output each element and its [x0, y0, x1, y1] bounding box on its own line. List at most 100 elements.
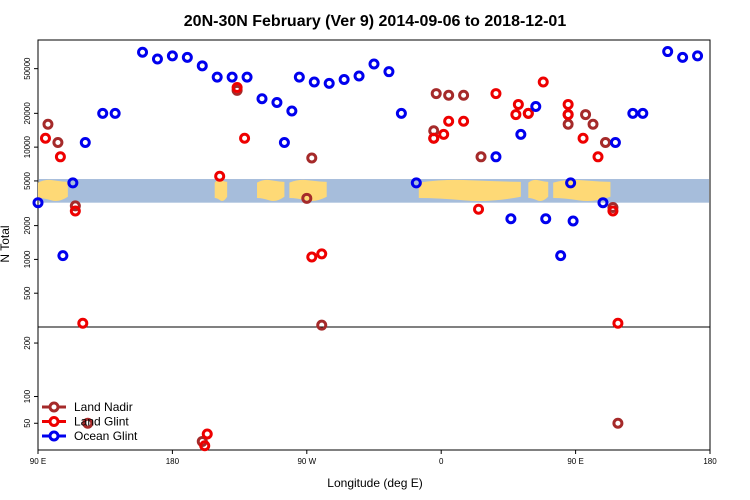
upper-y-tick-label: 5000	[23, 171, 32, 189]
data-point	[316, 319, 328, 331]
data-point	[537, 76, 549, 88]
upper-y-tick-label: 2000	[23, 216, 32, 234]
legend-label: Land Nadir	[74, 400, 133, 414]
data-point	[473, 203, 485, 215]
data-point	[231, 81, 243, 93]
data-point	[201, 428, 213, 440]
world-map-band	[38, 179, 709, 203]
data-point	[137, 46, 149, 58]
data-point	[226, 71, 238, 83]
data-point	[612, 417, 624, 429]
data-point	[512, 98, 524, 110]
data-point	[692, 50, 704, 62]
data-point	[151, 53, 163, 65]
data-point	[567, 215, 579, 227]
data-point	[278, 136, 290, 148]
data-point	[565, 177, 577, 189]
data-point	[316, 248, 328, 260]
data-point	[42, 118, 54, 130]
data-point	[69, 205, 81, 217]
upper-y-tick-label: 1000	[23, 250, 32, 268]
upper-y-tick-label: 20000	[23, 102, 32, 125]
data-point	[609, 136, 621, 148]
data-point	[430, 88, 442, 100]
data-point	[599, 136, 611, 148]
data-point	[627, 107, 639, 119]
data-point	[67, 177, 79, 189]
legend-item: Land Glint	[42, 415, 129, 429]
data-point	[199, 440, 211, 452]
upper-y-tick-label: 50000	[23, 57, 32, 80]
x-axis: 90 E 180 90 W 0 90 E 180	[30, 450, 717, 466]
x-tick-label: 180	[166, 457, 180, 466]
data-point	[181, 51, 193, 63]
data-point	[97, 107, 109, 119]
land-hawaii	[214, 179, 228, 202]
data-point	[271, 96, 283, 108]
data-point	[368, 58, 380, 70]
data-point	[438, 128, 450, 140]
upper-y-tick-label: 500	[23, 286, 32, 300]
data-point	[54, 151, 66, 163]
data-point	[612, 317, 624, 329]
lower-y-tick-label: 50	[23, 418, 32, 427]
data-point	[490, 88, 502, 100]
data-point	[490, 151, 502, 163]
data-point	[32, 197, 44, 209]
legend-label: Land Glint	[74, 415, 129, 429]
data-point	[562, 109, 574, 121]
data-point	[196, 60, 208, 72]
series-ocean-glint	[32, 46, 704, 262]
data-point	[475, 151, 487, 163]
data-point	[662, 46, 674, 58]
data-point	[530, 101, 542, 113]
data-point	[214, 170, 226, 182]
data-point	[256, 93, 268, 105]
legend-label: Ocean Glint	[74, 429, 138, 443]
x-tick-label: 180	[703, 457, 717, 466]
chart-title: 20N-30N February (Ver 9) 2014-09-06 to 2…	[184, 13, 567, 30]
data-point	[458, 89, 470, 101]
data-point	[555, 250, 567, 262]
data-point	[306, 152, 318, 164]
data-point	[577, 132, 589, 144]
lower-panel: 50 100 200	[23, 326, 711, 451]
x-axis-label: Longitude (deg E)	[327, 476, 422, 490]
data-point	[383, 66, 395, 78]
data-point	[69, 200, 81, 212]
data-point	[306, 251, 318, 263]
data-point	[428, 132, 440, 144]
y-axis-label: N Total	[0, 225, 12, 262]
legend-marker	[48, 401, 60, 413]
data-point	[677, 51, 689, 63]
data-point	[515, 128, 527, 140]
data-point	[458, 115, 470, 127]
data-point	[109, 107, 121, 119]
land-africa-sahara	[418, 179, 521, 202]
data-point	[607, 205, 619, 217]
data-point	[57, 250, 69, 262]
data-point	[286, 105, 298, 117]
data-point	[239, 132, 251, 144]
data-point	[510, 109, 522, 121]
data-point	[353, 70, 365, 82]
lower-y-tick-label: 100	[23, 389, 32, 403]
data-point	[443, 89, 455, 101]
x-tick-label: 90 W	[297, 457, 316, 466]
data-point	[580, 109, 592, 121]
upper-panel: 500 1000 2000 5000 10000 20000 50000	[23, 39, 711, 328]
data-point	[637, 107, 649, 119]
series-land-glint	[39, 76, 624, 452]
data-point	[241, 71, 253, 83]
data-point	[293, 71, 305, 83]
land-mexico-gulf	[289, 179, 327, 202]
legend-marker	[48, 416, 60, 427]
lower-y-axis: 50 100 200	[23, 336, 38, 428]
data-point	[522, 107, 534, 119]
land-arabia	[528, 179, 549, 202]
data-point	[77, 317, 89, 329]
land-asia-west	[38, 179, 68, 202]
land-baja-mexico	[257, 179, 285, 202]
